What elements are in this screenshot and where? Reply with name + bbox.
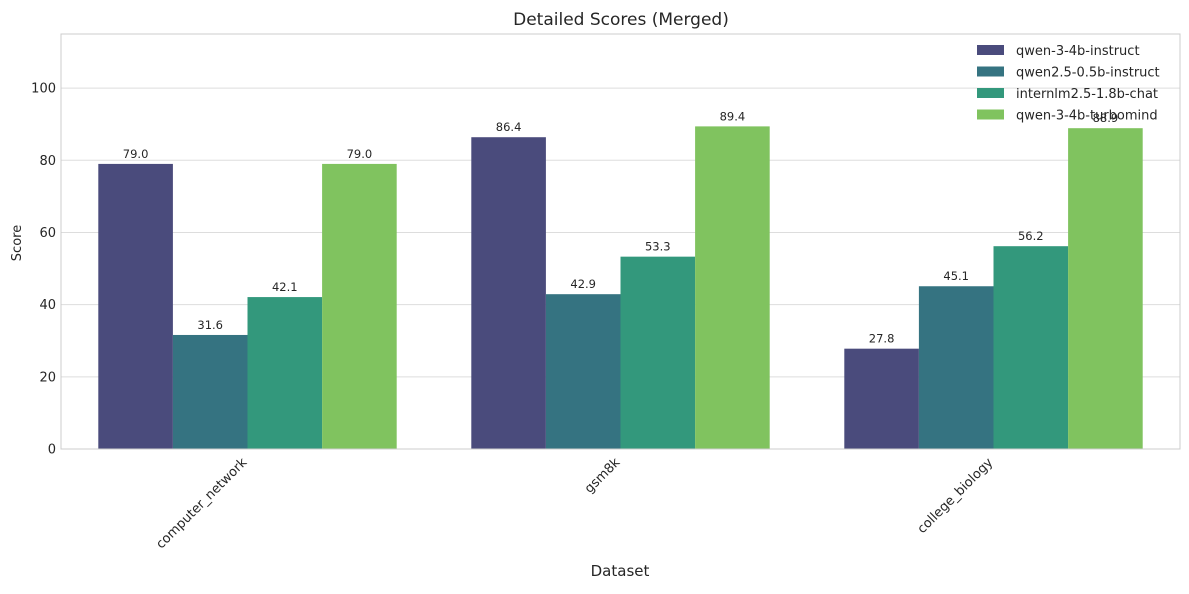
- chart-title: Detailed Scores (Merged): [513, 10, 729, 30]
- y-axis-label: Score: [10, 225, 25, 261]
- legend-label: qwen2.5-0.5b-instruct: [1016, 66, 1160, 81]
- bar-value-label: 45.1: [943, 269, 969, 283]
- bar: [471, 137, 546, 450]
- bar-value-label: 79.0: [347, 147, 373, 161]
- bar-value-label: 88.9: [1093, 111, 1119, 125]
- bar-value-label: 56.2: [1018, 229, 1044, 243]
- legend: qwen-3-4b-instruct qwen2.5-0.5b-instruct i…: [977, 44, 1160, 124]
- y-axis-ticks: 0 20 40 60 80 100: [31, 82, 56, 458]
- x-axis-label: Dataset: [591, 562, 650, 580]
- y-tick-label: 20: [39, 370, 56, 385]
- y-tick-label: 60: [39, 226, 56, 241]
- bar-value-label: 42.9: [570, 277, 596, 291]
- y-tick-label: 40: [39, 298, 56, 313]
- plot-frame: [60, 33, 1181, 450]
- bar: [247, 297, 323, 449]
- bar: [98, 163, 173, 450]
- bar-value-label: 42.1: [272, 280, 298, 294]
- bar-value-label: 31.6: [197, 318, 223, 332]
- bar: [844, 348, 919, 449]
- bar: [918, 286, 994, 449]
- legend-label: qwen-3-4b-instruct: [1016, 44, 1140, 59]
- legend-label: qwen-3-4b-turbomind: [1016, 109, 1158, 124]
- bar-value-label: 27.8: [869, 332, 895, 346]
- bar-value-label: 79.0: [123, 147, 149, 161]
- bar-value-label: 89.4: [720, 109, 746, 123]
- legend-swatch: [977, 45, 1004, 55]
- legend-label: internlm2.5-1.8b-chat: [1016, 87, 1158, 102]
- bars: [98, 126, 1143, 450]
- bar-value-label: 86.4: [496, 120, 522, 134]
- bar: [322, 163, 397, 450]
- bar: [695, 126, 770, 450]
- legend-swatch: [977, 66, 1004, 77]
- y-tick-label: 100: [31, 82, 56, 97]
- y-tick-label: 80: [39, 154, 56, 169]
- data-labels: 79.0 31.6 42.1 79.0 86.4 42.9 53.3 89.4 27.8 45.1…: [123, 109, 1118, 345]
- legend-swatch: [977, 109, 1004, 120]
- bar-value-label: 53.3: [645, 240, 671, 254]
- y-tick-label: 0: [48, 443, 56, 458]
- bar: [545, 294, 621, 449]
- bar: [172, 334, 248, 449]
- bar: [1068, 128, 1143, 449]
- bar: [993, 246, 1069, 449]
- bar: [620, 256, 696, 449]
- legend-swatch: [977, 88, 1004, 98]
